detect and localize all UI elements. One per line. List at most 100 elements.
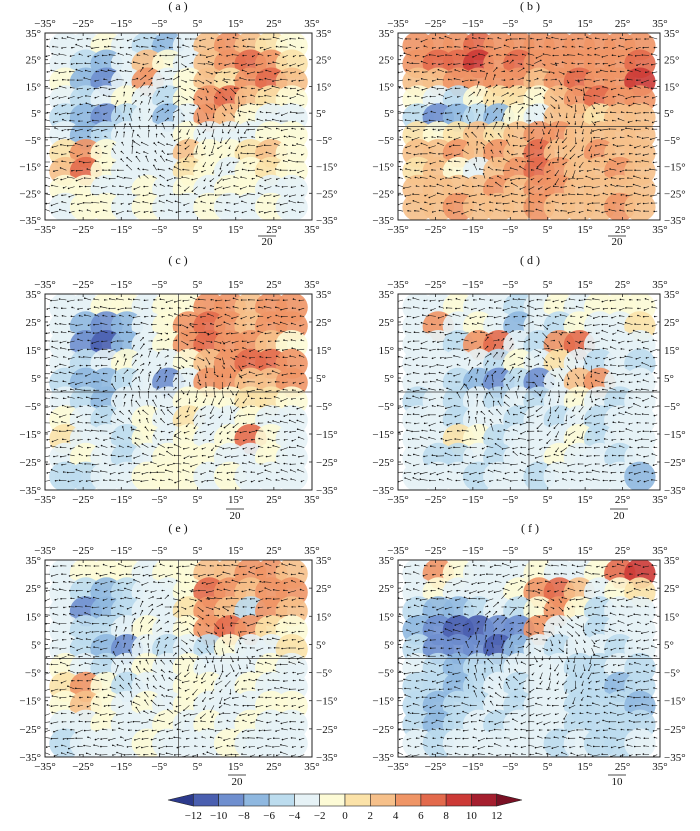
wind-vector-head: [422, 56, 425, 58]
wind-vector-head: [160, 418, 162, 420]
wind-vector-head: [150, 36, 152, 39]
wind-vector-head: [183, 448, 185, 450]
wind-vector-head: [513, 47, 515, 49]
wind-vector-head: [59, 363, 61, 366]
wind-vector-head: [609, 158, 611, 161]
wind-vector-head: [619, 170, 622, 173]
wind-vector-head: [194, 339, 197, 341]
wind-vector-head: [267, 55, 270, 57]
wind-vector: [68, 357, 75, 360]
wind-vector: [625, 127, 633, 130]
wind-vector-head: [50, 299, 52, 302]
wind-vector-head: [109, 432, 111, 435]
wind-vector: [618, 118, 625, 122]
wind-vector-head: [135, 359, 137, 362]
wind-vector: [651, 53, 658, 56]
wind-vector-head: [522, 125, 524, 128]
wind-vector-head: [644, 38, 646, 40]
wind-vector-head: [632, 102, 635, 105]
wind-vector-head: [158, 200, 161, 202]
wind-vector-head: [472, 37, 474, 39]
wind-vector-head: [428, 54, 431, 56]
wind-vector: [473, 164, 478, 171]
wind-vector-head: [91, 193, 94, 196]
wind-vector-head: [79, 185, 81, 188]
wind-vector: [534, 93, 541, 97]
wind-vector-head: [207, 194, 210, 196]
wind-vector-head: [407, 95, 409, 98]
wind-vector-head: [299, 324, 301, 327]
wind-vector-head: [601, 56, 604, 58]
wind-vector-head: [87, 129, 89, 132]
wind-vector: [511, 193, 518, 196]
wind-vector-head: [165, 85, 168, 88]
wind-vector-head: [495, 84, 498, 87]
wind-vector: [479, 209, 486, 212]
y-tick-label-right: 35°: [664, 28, 679, 40]
wind-vector: [644, 186, 650, 188]
wind-vector-head: [299, 211, 301, 213]
wind-vector: [110, 437, 116, 440]
wind-vector-head: [291, 120, 294, 123]
wind-vector-head: [66, 176, 69, 178]
wind-vector-head: [206, 371, 208, 374]
wind-vector-head: [249, 350, 251, 353]
wind-vector: [282, 381, 288, 383]
x-tick-label-top: 5°: [193, 18, 203, 30]
wind-vector: [290, 365, 297, 367]
wind-vector-head: [190, 456, 192, 458]
wind-vector-head: [464, 45, 466, 48]
wind-vector-head: [560, 87, 563, 90]
wind-vector-head: [284, 143, 286, 146]
wind-vector-head: [272, 80, 274, 82]
wind-vector-head: [202, 165, 205, 168]
wind-vector-head: [610, 192, 613, 195]
wind-vector-head: [540, 69, 543, 71]
wind-vector-head: [465, 169, 467, 172]
wind-vector: [264, 87, 272, 91]
wind-vector: [565, 129, 568, 135]
wind-vector-head: [265, 477, 268, 480]
wind-vector: [51, 87, 59, 90]
wind-vector-head: [250, 453, 252, 456]
wind-vector: [289, 420, 297, 424]
wind-vector-head: [158, 70, 161, 73]
wind-vector-head: [240, 176, 242, 178]
wind-vector-head: [42, 80, 44, 82]
wind-vector-head: [265, 390, 267, 393]
wind-vector-head: [223, 464, 226, 466]
wind-vector-head: [250, 94, 252, 96]
wind-vector-head: [239, 77, 241, 79]
wind-vector-head: [248, 431, 251, 434]
wind-vector-head: [562, 202, 564, 205]
wind-vector: [568, 193, 576, 196]
wind-vector: [231, 447, 239, 450]
wind-vector: [421, 96, 428, 99]
x-tick-label-top: −15°: [110, 279, 132, 291]
wind-vector-head: [240, 317, 243, 320]
wind-vector: [126, 455, 133, 457]
wind-vector: [651, 145, 658, 148]
wind-vector: [572, 170, 576, 178]
wind-vector-head: [282, 56, 285, 58]
wind-vector-head: [651, 184, 654, 186]
wind-vector-head: [448, 168, 451, 171]
wind-vector: [228, 120, 231, 126]
wind-vector-head: [51, 211, 53, 214]
wind-vector: [126, 331, 133, 334]
wind-vector: [230, 88, 236, 94]
wind-vector-head: [60, 455, 62, 458]
wind-vector-head: [283, 415, 286, 417]
wind-vector-head: [290, 152, 293, 154]
wind-vector-head: [529, 192, 531, 194]
wind-vector: [265, 119, 272, 122]
wind-vector-head: [45, 463, 48, 466]
wind-vector-head: [67, 138, 69, 141]
wind-vector-head: [590, 132, 592, 134]
wind-vector-head: [69, 119, 71, 122]
wind-vector-head: [230, 98, 233, 101]
wind-vector-head: [207, 456, 210, 458]
wind-vector-head: [405, 47, 408, 50]
wind-vector-head: [61, 160, 63, 162]
wind-vector-head: [612, 153, 614, 156]
